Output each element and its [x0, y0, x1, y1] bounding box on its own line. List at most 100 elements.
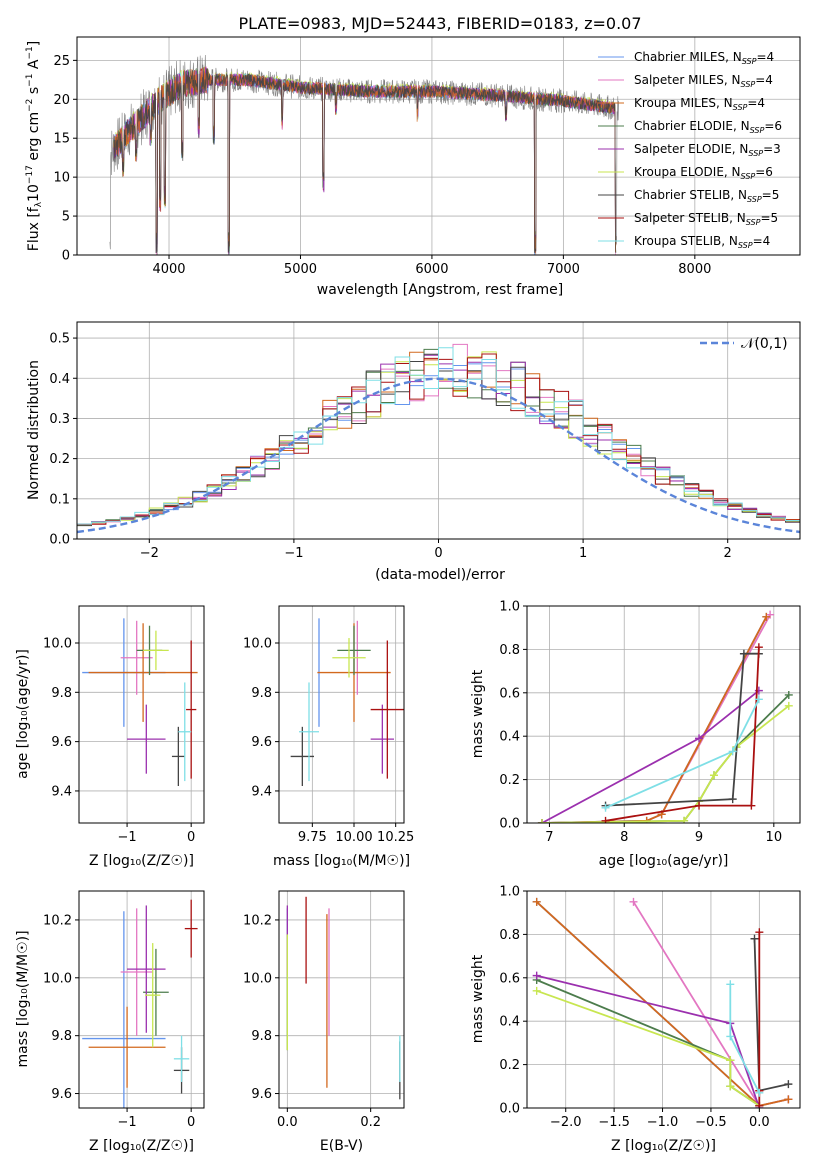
- y-tick-label: 0.8: [499, 928, 520, 943]
- mass-weight-marker: [695, 734, 704, 743]
- x-tick-label: 9: [695, 830, 703, 845]
- x-tick-label: 6000: [415, 262, 448, 277]
- age-vs-metallicity-panel: −1 0 9.4 9.6 9.8 10.0 Z [log₁₀(Z/Z☉)] age [log₁…: [15, 605, 205, 869]
- mass-weight-marker: [601, 816, 610, 823]
- mass-weight-marker: [709, 771, 718, 780]
- mass-weight-marker: [601, 803, 610, 812]
- y-tick-label: 10.0: [243, 971, 272, 986]
- x-tick-label: 8: [620, 830, 628, 845]
- axes-frame: [76, 36, 801, 256]
- mass-vs-extinction-panel: 0.0 0.2 9.6 9.8 10.0 10.2 E(B-V): [243, 890, 405, 1154]
- x-tick-label: 2: [724, 546, 732, 561]
- mass-weight-marker: [532, 897, 541, 906]
- mass-weight-marker: [755, 1088, 764, 1097]
- mass-vs-metallicity-panel: −1 0 9.6 9.8 10.0 10.2 Z [log₁₀(Z/Z☉)] mass [lo…: [15, 890, 205, 1154]
- plot-content: [109, 54, 619, 255]
- legend-label-sub: SSP: [747, 195, 762, 204]
- plot-content: [537, 610, 793, 823]
- y-tick-label: 0.4: [499, 1015, 520, 1030]
- y-axis-label: mass weight: [470, 669, 486, 758]
- legend-label: Kroupa STELIB, NSSP=4: [634, 234, 770, 250]
- x-axis-label: mass [log₁₀(M/M☉)]: [273, 853, 410, 869]
- legend-label-main: Salpeter ELODIE, N: [634, 142, 748, 156]
- residuals-panel: −2 −1 0 1 2 0.0 0.1 0.2 0.3 0.4 0.5 𝒩(0,1) (data-mod…: [26, 321, 801, 583]
- y-tick-label: 9.6: [51, 1087, 72, 1102]
- legend-label-main: Chabrier STELIB, N: [634, 188, 747, 202]
- y-tick-label: 0.2: [499, 1058, 520, 1073]
- x-tick-label: 7: [545, 830, 553, 845]
- x-tick-label: −1: [117, 1115, 136, 1130]
- x-axis-label: age [log₁₀(age/yr)]: [599, 853, 729, 869]
- legend-label-tail: =6: [755, 165, 773, 179]
- mass-weight-marker: [747, 801, 756, 810]
- y-tick-label: 10.2: [243, 913, 272, 928]
- y-tick-label: 0.2: [499, 773, 520, 788]
- y-tick-label: 0: [62, 249, 70, 264]
- legend-label-tail: =4: [755, 73, 773, 87]
- mass-weight-vs-age-panel: 7 8 9 10 0.0 0.2 0.4 0.6 0.8 1.0 age [log₁₀(age/yr…: [470, 600, 801, 869]
- legend-label: Salpeter ELODIE, NSSP=3: [634, 142, 781, 158]
- mass-weight-line: [605, 647, 760, 822]
- legend-label-sub: SSP: [738, 241, 753, 250]
- legend-label: Salpeter STELIB, NSSP=5: [634, 211, 778, 227]
- y-tick-label: 10.0: [243, 636, 272, 651]
- legend-label-main: Chabrier MILES, N: [634, 50, 742, 64]
- y-tick-label: 0.3: [49, 412, 70, 427]
- y-tick-label: 0.4: [499, 730, 520, 745]
- mass-weight-marker: [695, 801, 704, 810]
- x-tick-label: 0: [434, 546, 442, 561]
- mass-weight-vs-metallicity-panel: −2.0 −1.5 −1.0 −0.5 0.0 0.0 0.2 0.4 0.6 0.8 1.0 Z […: [470, 885, 801, 1154]
- y-tick-label: 0.0: [499, 1102, 520, 1117]
- x-tick-label: 8000: [678, 262, 711, 277]
- x-tick-label: −1: [117, 830, 136, 845]
- axes-frame: [78, 890, 205, 1109]
- y-tick-label: 9.6: [251, 1087, 272, 1102]
- x-tick-label: 0: [187, 1115, 195, 1130]
- legend-label: Chabrier STELIB, NSSP=5: [634, 188, 779, 204]
- x-tick-label: 10.00: [335, 830, 372, 845]
- mass-weight-marker: [726, 1032, 735, 1041]
- model-spectrum-line: [113, 67, 617, 255]
- x-tick-label: −1: [284, 546, 303, 561]
- y-tick-label: 0.1: [49, 492, 70, 507]
- y-tick-label: 9.8: [51, 1029, 72, 1044]
- legend-label: Kroupa MILES, NSSP=4: [634, 96, 765, 112]
- x-tick-label: −2: [140, 546, 159, 561]
- y-tick-label: 0.6: [499, 686, 520, 701]
- y-tick-label: 9.8: [51, 686, 72, 701]
- y-tick-label: 5: [62, 210, 70, 225]
- mass-weight-marker: [762, 612, 771, 621]
- mass-weight-marker: [750, 934, 759, 943]
- x-tick-label: 1: [579, 546, 587, 561]
- x-tick-label: 0.2: [360, 1115, 381, 1130]
- legend-label-sub: SSP: [741, 172, 756, 181]
- plot-area: [527, 891, 800, 1108]
- axes-frame: [278, 605, 405, 824]
- legend-label-main: Kroupa MILES, N: [634, 96, 733, 110]
- legend-label-sub: SSP: [748, 149, 763, 158]
- y-axis-label: mass [log₁₀(M/M☉)]: [15, 930, 31, 1067]
- x-tick-label: 5000: [284, 262, 317, 277]
- mass-weight-marker: [784, 1095, 793, 1104]
- mass-weight-marker: [755, 1101, 764, 1108]
- legend-label-sub: SSP: [733, 103, 748, 112]
- y-axis-label: mass weight: [470, 954, 486, 1043]
- y-tick-label: 10.0: [43, 636, 72, 651]
- y-axis-label: Normed distribution: [26, 360, 42, 500]
- y-tick-label: 10: [53, 171, 70, 186]
- mass-weight-marker: [784, 690, 793, 699]
- plot-content: [77, 343, 800, 534]
- x-tick-label: −1.5: [598, 1115, 630, 1130]
- legend-label: Chabrier ELODIE, NSSP=6: [634, 119, 782, 135]
- y-tick-label: 9.8: [251, 686, 272, 701]
- y-axis-label: Flux [fλ10−17 erg cm−2 s−1 A−1]: [25, 41, 44, 251]
- x-axis-label: (data-model)/error: [375, 567, 505, 583]
- axes-frame: [526, 890, 801, 1109]
- mass-weight-marker: [754, 695, 763, 704]
- axes-frame: [526, 605, 801, 824]
- y-tick-label: 20: [53, 93, 70, 108]
- mass-weight-line: [536, 989, 760, 1107]
- mass-weight-marker: [726, 1082, 735, 1091]
- mass-weight-marker: [680, 816, 689, 823]
- mass-weight-marker: [755, 928, 764, 937]
